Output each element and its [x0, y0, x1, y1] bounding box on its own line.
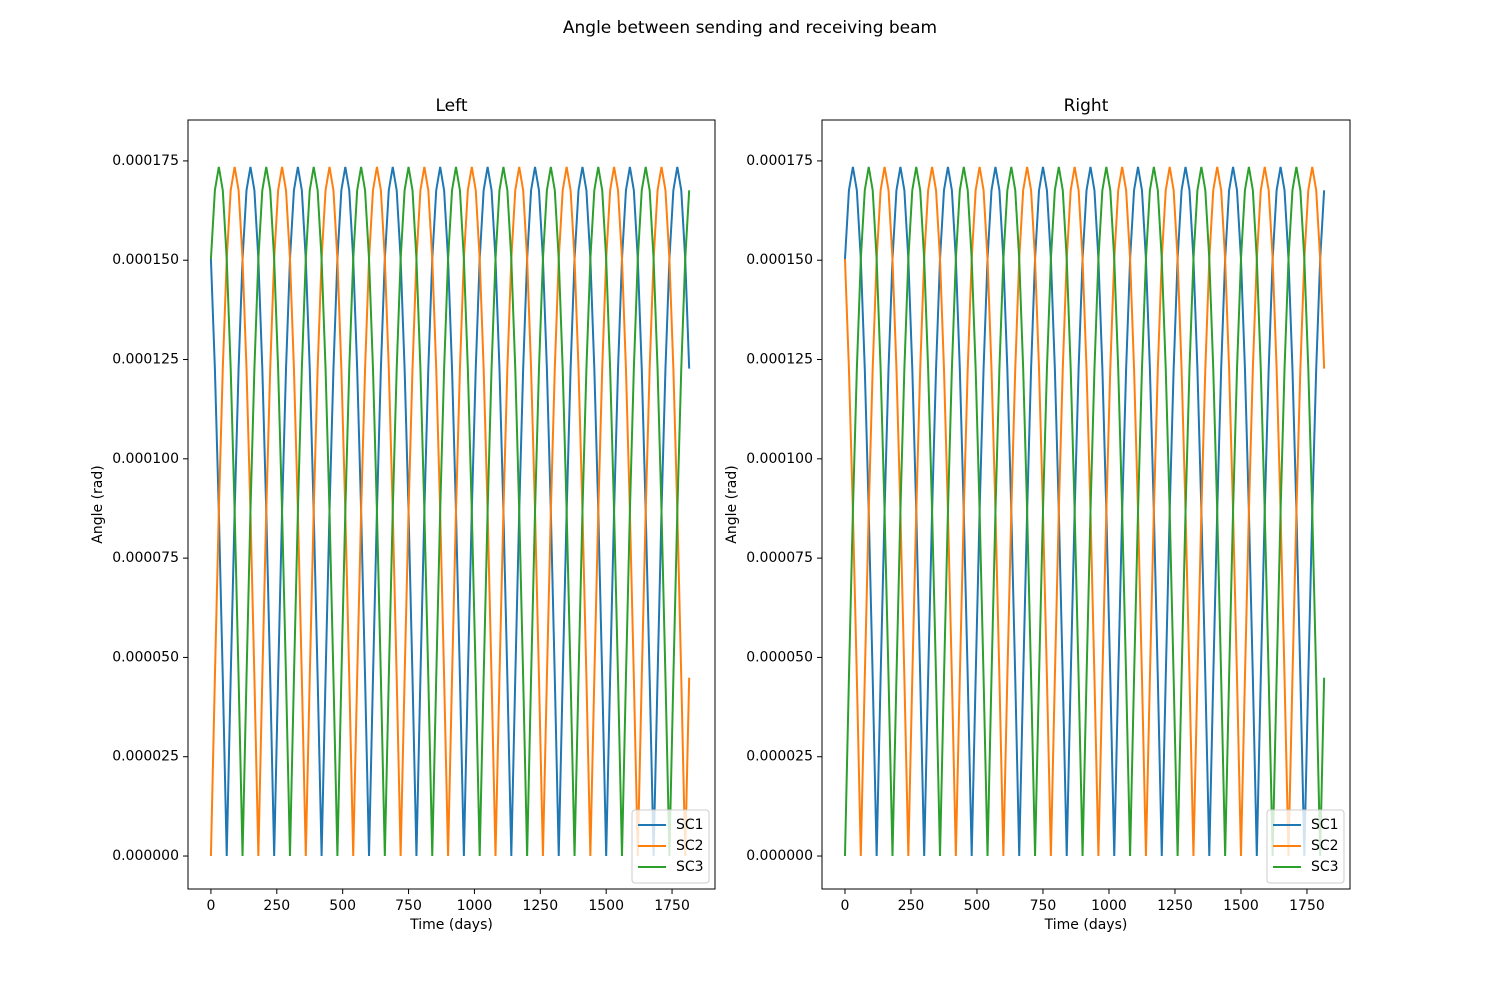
x-tick-label: 1250 — [522, 898, 558, 914]
legend-box — [1266, 809, 1345, 884]
y-tick-label: 0.000125 — [112, 352, 179, 368]
x-tick-label: 1000 — [1091, 898, 1127, 914]
axes-frame — [821, 119, 1351, 890]
legend-label: SC3 — [1311, 859, 1339, 875]
x-tick-label: 1250 — [1157, 898, 1193, 914]
legend-label: SC1 — [676, 817, 704, 833]
subplot-title: Left — [436, 96, 468, 116]
legend: SC1 SC2 SC3 — [1266, 809, 1345, 884]
x-tick-label: 500 — [964, 898, 991, 914]
y-tick-label: 0.000050 — [112, 649, 179, 665]
axes-frame — [187, 119, 716, 890]
series-line — [209, 166, 691, 857]
y-tick-label: 0.000125 — [746, 352, 813, 368]
y-tick-label: 0.000175 — [746, 153, 813, 169]
subplot-title: Right — [1064, 96, 1109, 116]
series-line — [843, 166, 1326, 857]
x-tick-label: 1750 — [654, 898, 690, 914]
x-tick-label: 1500 — [588, 898, 624, 914]
subplot: Right Time (days) Angle (rad) 0 250 500 750 100… — [724, 96, 1351, 933]
legend-label: SC2 — [1311, 838, 1339, 854]
legend-label: SC2 — [676, 838, 704, 854]
subplot: Left Time (days) Angle (rad) 0 250 500 750 1000… — [90, 96, 716, 933]
y-tick-label: 0.000000 — [112, 848, 179, 864]
x-tick-label: 750 — [1030, 898, 1057, 914]
y-axis-label: Angle (rad) — [724, 465, 740, 543]
x-tick-label: 750 — [395, 898, 422, 914]
y-tick-label: 0.000075 — [112, 550, 179, 566]
legend-label: SC3 — [676, 859, 704, 875]
y-tick-label: 0.000150 — [112, 252, 179, 268]
series-line — [209, 166, 691, 857]
x-tick-label: 250 — [263, 898, 290, 914]
y-tick-label: 0.000000 — [746, 848, 813, 864]
series-line — [209, 166, 691, 857]
y-tick-label: 0.000150 — [746, 252, 813, 268]
figure-title: Angle between sending and receiving beam — [563, 18, 937, 38]
series-line — [843, 166, 1326, 857]
series-line — [843, 166, 1326, 857]
x-axis-label: Time (days) — [409, 917, 493, 933]
legend: SC1 SC2 SC3 — [631, 809, 710, 884]
x-tick-label: 1000 — [457, 898, 493, 914]
y-tick-label: 0.000075 — [746, 550, 813, 566]
x-tick-label: 250 — [898, 898, 925, 914]
x-tick-label: 500 — [329, 898, 356, 914]
y-tick-label: 0.000100 — [112, 451, 179, 467]
x-tick-label: 1500 — [1223, 898, 1259, 914]
y-tick-label: 0.000100 — [746, 451, 813, 467]
x-axis-label: Time (days) — [1044, 917, 1128, 933]
x-tick-label: 0 — [841, 898, 850, 914]
y-tick-label: 0.000025 — [746, 749, 813, 765]
x-tick-label: 1750 — [1289, 898, 1325, 914]
y-tick-label: 0.000050 — [746, 649, 813, 665]
y-tick-label: 0.000175 — [112, 153, 179, 169]
y-tick-label: 0.000025 — [112, 749, 179, 765]
legend-label: SC1 — [1311, 817, 1339, 833]
y-axis-label: Angle (rad) — [90, 465, 106, 543]
legend-box — [631, 809, 710, 884]
x-tick-label: 0 — [206, 898, 215, 914]
